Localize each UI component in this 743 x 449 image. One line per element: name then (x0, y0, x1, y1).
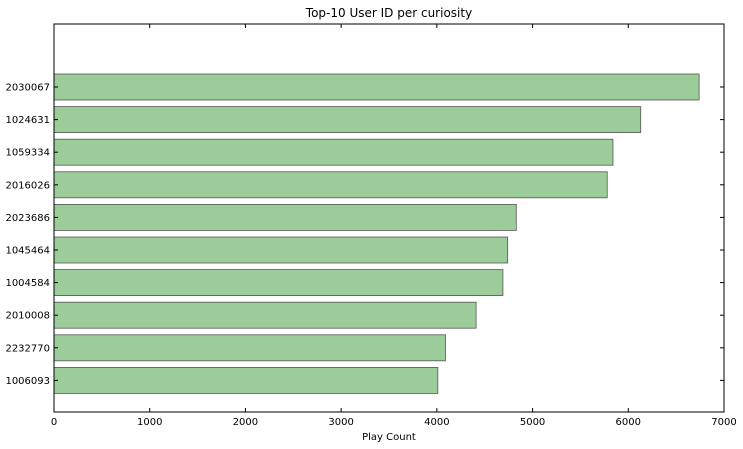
plot-area-frame (53, 23, 725, 413)
y-tick-label: 1059334 (5, 148, 50, 159)
y-tick-label: 2016026 (5, 180, 50, 191)
x-tick-label: 2000 (233, 417, 258, 428)
bar-2010008 (53, 301, 477, 329)
y-axis-ticks: 2030067 1024631 1059334 2016026 2023686 10454… (5, 83, 724, 387)
bar-2023686 (53, 203, 517, 231)
x-tick-label: 4000 (424, 417, 449, 428)
x-axis-label: Play Count (362, 432, 416, 443)
bar-1004584 (53, 269, 504, 297)
x-axis-ticks: 0 1000 2000 3000 4000 5000 6000 7000 (51, 24, 737, 428)
bar-1006093 (53, 366, 439, 394)
y-tick-label: 2010008 (5, 311, 50, 322)
x-tick-label: 7000 (711, 417, 736, 428)
y-tick-label: 2232770 (5, 343, 50, 354)
x-tick-label: 0 (51, 417, 57, 428)
bar-2232770 (53, 334, 446, 362)
y-tick-label: 2030067 (5, 83, 50, 94)
x-tick-label: 3000 (328, 417, 353, 428)
y-tick-label: 1024631 (5, 115, 50, 126)
bar-1059334 (53, 138, 614, 166)
y-tick-label: 1004584 (5, 278, 50, 289)
y-tick-label: 2023686 (5, 213, 50, 224)
bar-2030067 (53, 73, 700, 101)
bar-1045464 (53, 236, 509, 264)
bar-2016026 (53, 171, 608, 199)
bars-group (53, 73, 700, 394)
x-tick-label: 1000 (137, 417, 162, 428)
y-tick-label: 1045464 (5, 246, 50, 257)
bar-1024631 (53, 106, 642, 133)
y-tick-label: 1006093 (5, 376, 50, 387)
x-tick-label: 6000 (616, 417, 641, 428)
chart-title: Top-10 User ID per curiosity (305, 6, 472, 20)
x-tick-label: 5000 (520, 417, 545, 428)
